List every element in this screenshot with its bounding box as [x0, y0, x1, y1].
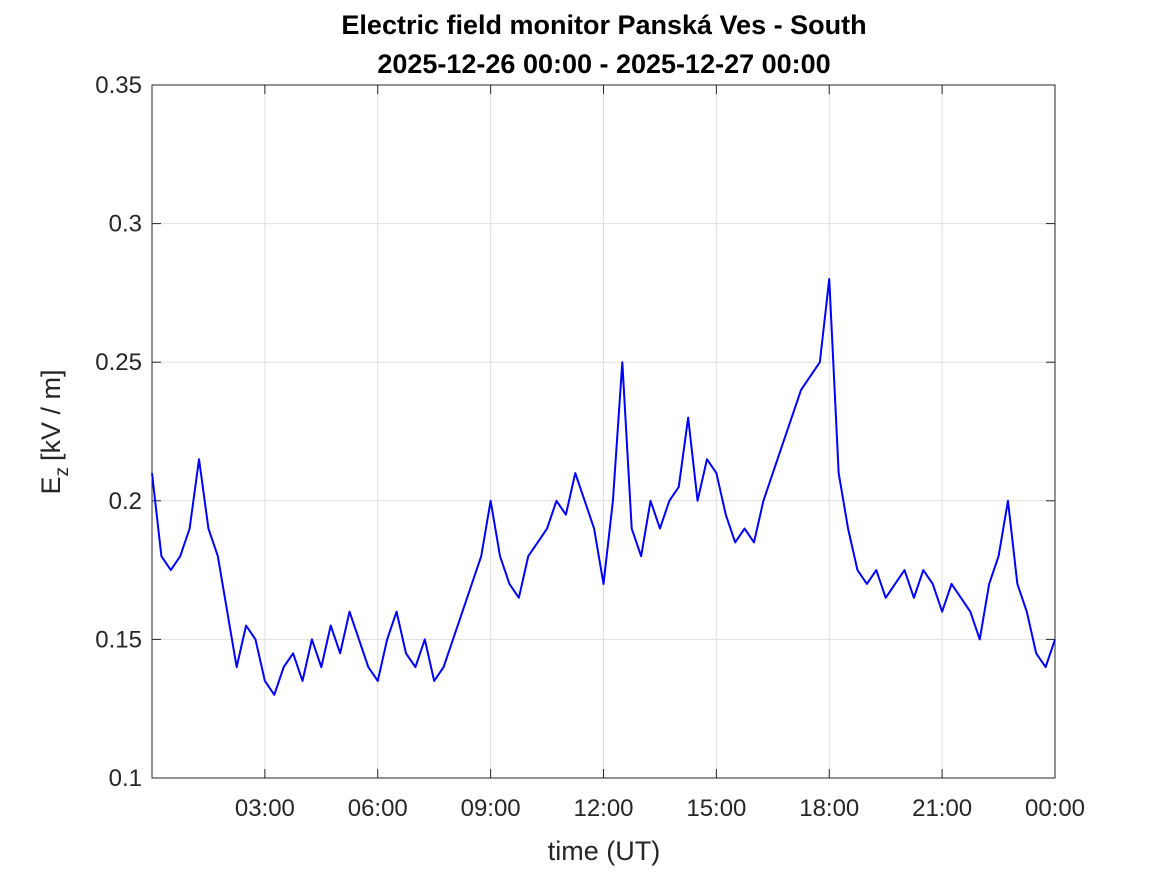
x-tick-label: 15:00	[686, 795, 746, 822]
x-tick-label: 21:00	[912, 795, 972, 822]
y-tick-label: 0.3	[109, 211, 142, 238]
chart-subtitle: 2025-12-26 00:00 - 2025-12-27 00:00	[377, 49, 830, 79]
x-tick-label: 12:00	[573, 795, 633, 822]
y-tick-label: 0.1	[109, 765, 142, 792]
y-axis-label: Ez [kV / m]	[36, 369, 73, 494]
x-tick-label: 00:00	[1025, 795, 1085, 822]
x-tick-label: 06:00	[348, 795, 408, 822]
y-tick-label: 0.25	[95, 349, 142, 376]
y-label-main: E	[36, 477, 66, 495]
y-label-subscript: z	[52, 467, 73, 477]
y-tick-label: 0.2	[109, 488, 142, 515]
y-label-unit: [kV / m]	[36, 369, 66, 461]
x-axis-label: time (UT)	[548, 836, 660, 866]
data-line	[151, 278, 1056, 696]
plot-frame	[151, 84, 1056, 779]
x-tick-label: 18:00	[799, 795, 859, 822]
x-tick-label: 03:00	[235, 795, 295, 822]
chart-title: Electric field monitor Panská Ves - Sout…	[341, 10, 866, 40]
x-tick-label: 09:00	[461, 795, 521, 822]
y-tick-label: 0.15	[95, 626, 142, 653]
y-tick-label: 0.35	[95, 72, 142, 99]
